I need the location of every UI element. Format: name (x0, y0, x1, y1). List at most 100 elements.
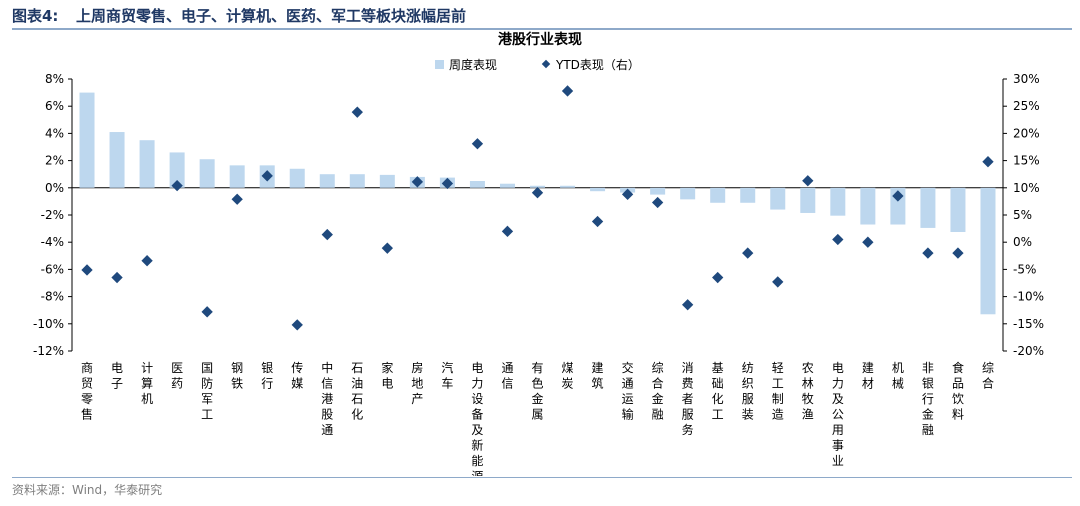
ytd-marker (231, 193, 243, 205)
x-tick-label: 综合 (982, 361, 994, 391)
x-tick-label: 传媒 (291, 360, 303, 391)
ytd-marker (621, 188, 634, 200)
legend-bar-swatch (435, 60, 444, 69)
legend-marker-label-text: YTD表现（右） (555, 57, 640, 72)
ytd-series (81, 85, 994, 331)
right-tick-label: 20% (1013, 126, 1040, 140)
x-tick-label: 银行 (261, 361, 273, 391)
legend-bar-label: 周度表现 (449, 57, 497, 72)
right-tick-label: 15% (1013, 154, 1040, 168)
bar (109, 132, 125, 188)
bar (650, 187, 666, 195)
sector-performance-chart: 港股行业表现 周度表现 YTD表现（右） 8% 6% 4% 2% 0% -2% -4% -6%… (33, 31, 1044, 476)
ytd-marker (141, 255, 153, 267)
source-note: 资料来源：Wind，华泰研究 (12, 483, 163, 497)
ytd-marker (111, 271, 123, 284)
bar (169, 152, 185, 188)
chart-title: 港股行业表现 (498, 31, 582, 48)
x-tick-label: 食品饮料 (952, 360, 964, 422)
left-axis: 8% 6% 4% 2% 0% -2% -4% -6% -8% -10% -12% (33, 72, 1003, 358)
bar (980, 187, 996, 315)
ytd-marker (802, 175, 814, 187)
x-tick-label: 钢铁 (231, 361, 243, 391)
figure-title: 上周商贸零售、电子、计算机、医药、军工等板块涨幅居前 (76, 7, 467, 25)
ytd-marker (772, 276, 784, 288)
x-tick-label: 医药 (171, 361, 183, 391)
ytd-marker (832, 233, 844, 246)
x-tick-label: 建材 (862, 361, 874, 391)
right-tick-label: 0% (1013, 235, 1032, 249)
left-tick-label: 4% (45, 126, 64, 140)
x-tick-label: 非银行金融 (922, 361, 934, 437)
ytd-marker (411, 176, 424, 188)
bar (560, 185, 576, 188)
x-tick-label: 房地产 (411, 360, 423, 406)
x-tick-label: 纺织服装 (742, 361, 754, 422)
legend: 周度表现 YTD表现（右） (435, 57, 640, 72)
ytd-marker (531, 187, 544, 199)
bar (830, 187, 846, 216)
x-tick-label: 交通运输 (622, 360, 634, 422)
left-tick-label: -12% (33, 344, 64, 358)
ytd-marker (892, 190, 904, 202)
left-tick-label: -2% (41, 208, 64, 222)
x-tick-label: 汽车 (441, 360, 453, 391)
x-tick-label: 综合金融 (652, 361, 664, 422)
x-tick-label: 计算机 (141, 361, 153, 406)
bar (139, 140, 155, 188)
right-tick-label: 5% (1013, 208, 1032, 222)
ytd-marker (471, 138, 484, 150)
bar (289, 168, 305, 188)
left-tick-label: -8% (41, 290, 64, 304)
ytd-marker (712, 271, 724, 284)
x-tick-label: 商贸零售 (81, 360, 93, 422)
bar (680, 187, 696, 200)
x-tick-label: 基础化工 (712, 361, 724, 422)
right-tick-label: -10% (1013, 290, 1044, 304)
bar (229, 165, 245, 188)
x-tick-label: 建筑 (592, 361, 604, 391)
bar (319, 174, 335, 188)
x-tick-label: 电子 (111, 361, 123, 391)
x-tick-label: 家电 (381, 360, 393, 391)
left-tick-label: -10% (33, 317, 64, 331)
ytd-marker (351, 106, 363, 118)
right-tick-label: -20% (1013, 344, 1044, 358)
x-tick-label: 电力设备及新能源 (471, 361, 483, 476)
bar-series (79, 92, 996, 315)
ytd-marker (441, 177, 454, 190)
ytd-marker (201, 306, 213, 318)
bar (379, 174, 395, 188)
ytd-marker (261, 170, 273, 182)
ytd-marker (381, 242, 393, 254)
bar (950, 187, 966, 232)
ytd-marker (651, 196, 664, 209)
ytd-marker (291, 319, 303, 331)
right-tick-label: 10% (1013, 181, 1040, 195)
ytd-marker (862, 236, 874, 248)
bar (349, 174, 365, 188)
right-tick-label: 25% (1013, 99, 1040, 113)
ytd-marker (171, 179, 183, 192)
bar (469, 181, 485, 188)
x-tick-label: 煤炭 (562, 361, 574, 391)
bar (800, 187, 816, 213)
bar (710, 187, 726, 203)
left-tick-label: 6% (45, 99, 64, 113)
bar (79, 92, 95, 188)
x-tick-label: 农林牧渔 (802, 361, 814, 422)
right-tick-label: 30% (1013, 72, 1040, 86)
right-tick-label: -15% (1013, 317, 1044, 331)
ytd-marker (742, 247, 754, 259)
source-divider (12, 477, 1072, 478)
ytd-marker (501, 225, 514, 237)
right-tick-label: -5% (1013, 262, 1036, 276)
ytd-marker (321, 228, 333, 241)
figure-number: 图表4: (12, 7, 59, 25)
x-tick-label: 消费者服务 (682, 361, 694, 437)
bar (199, 159, 215, 188)
left-tick-label: 0% (45, 181, 64, 195)
figure-header: 图表4: 上周商贸零售、电子、计算机、医药、军工等板块涨幅居前 (12, 2, 1072, 30)
bar (770, 187, 786, 210)
